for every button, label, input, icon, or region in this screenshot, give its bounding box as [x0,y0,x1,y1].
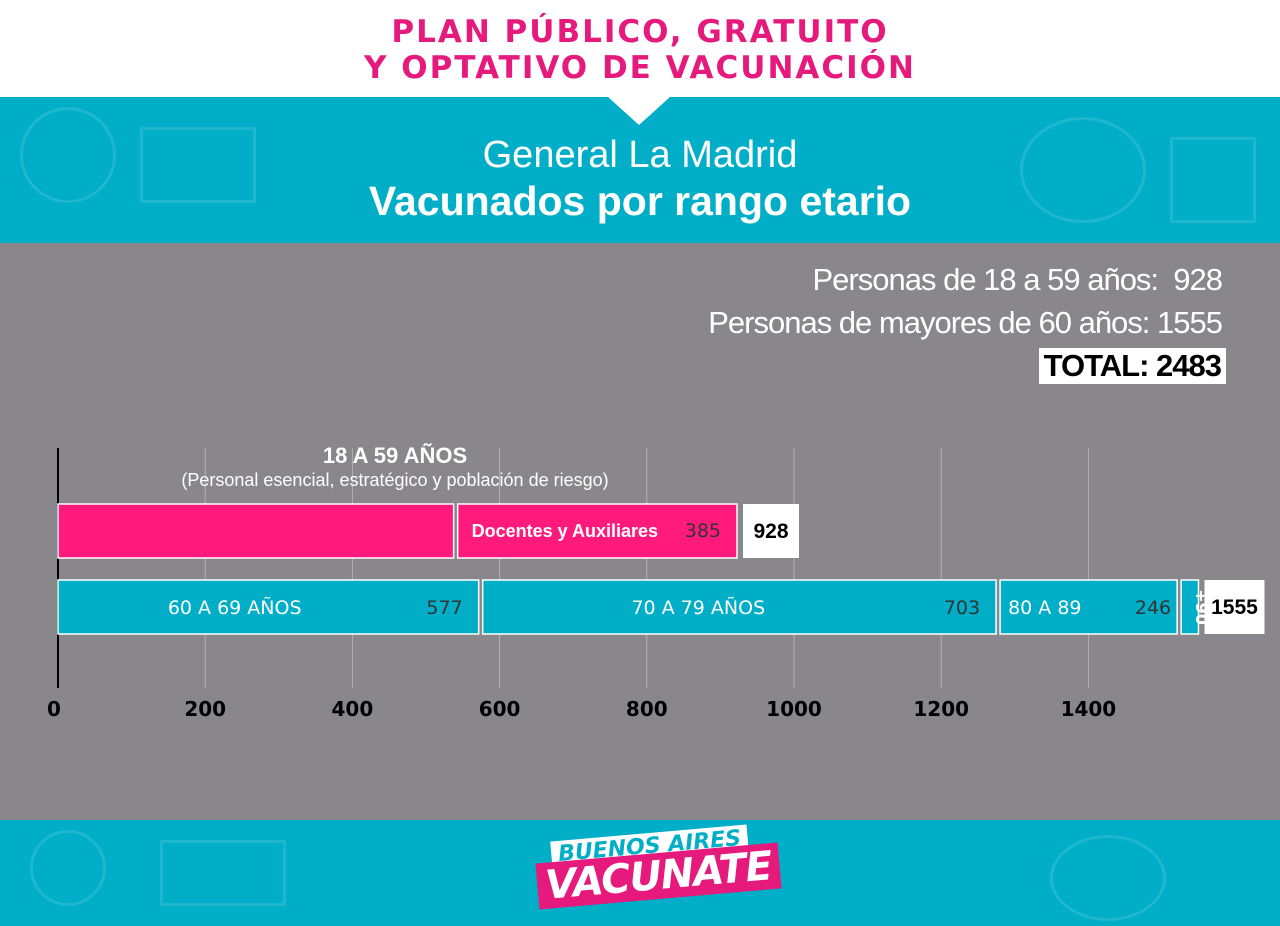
bar-segment-label: 80 A 89 [1008,597,1081,619]
banner-decoration [140,127,256,203]
bar-segment-label: 70 A 79 AÑOS [631,596,765,619]
banner-decoration [1170,137,1256,223]
bar-value-label: 246 [1135,597,1171,619]
place-name: General La Madrid [482,134,798,176]
header: PLAN PÚBLICO, GRATUITO Y OPTATIVO DE VAC… [0,0,1280,97]
bar-total-box [743,504,800,558]
footer-decoration [1050,835,1166,921]
plan-title: PLAN PÚBLICO, GRATUITO Y OPTATIVO DE VAC… [364,14,916,86]
x-tick-label: 0 [47,697,61,721]
bar-value-label: 703 [944,597,980,619]
group-title: 18 A 59 AÑOS [323,443,467,468]
x-tick-label: 400 [332,697,374,721]
group-note: (Personal esencial, estratégico y poblac… [181,470,608,490]
bar-segment-label: 60 A 69 AÑOS [168,596,302,619]
bar-segment [456,503,738,559]
x-tick-label: 600 [479,697,521,721]
banner-decoration [1020,117,1146,223]
bar-total-label: 1555 [1211,596,1258,619]
bar-segment [1180,579,1200,635]
summary-60-plus: Personas de mayores de 60 años: 1555 [708,305,1223,340]
footer-decoration [160,840,286,906]
x-tick-label: 200 [184,697,226,721]
banner-notch [608,97,670,125]
bar-segment [57,579,480,635]
chart-subtitle: Vacunados por rango etario [368,178,912,224]
bar-total-label: 928 [753,520,788,543]
x-tick-label: 1000 [766,697,822,721]
x-tick-label: 800 [626,697,668,721]
x-tick-label: 1400 [1061,697,1117,721]
bar-segment [57,503,455,559]
bar-segment-label: Docentes y Auxiliares [472,521,658,541]
bar-segment [481,579,997,635]
banner-decoration [20,107,116,203]
footer-decoration [30,830,106,906]
bar-value-label: 577 [426,597,462,619]
bar-total-box [1204,580,1265,634]
bar-segment [999,579,1178,635]
bar-value-label: 385 [685,520,721,542]
summary-18-59: Personas de 18 a 59 años: 928 [812,262,1223,297]
summary-total: TOTAL: 2483 [1038,348,1226,384]
x-tick-label: 1200 [913,697,969,721]
